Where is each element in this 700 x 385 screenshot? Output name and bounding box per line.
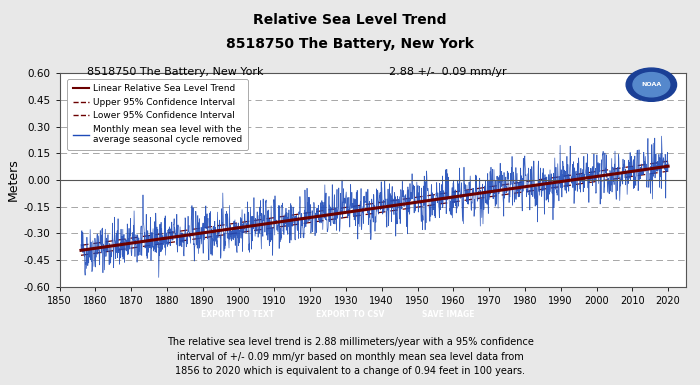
Text: 8518750 The Battery, New York: 8518750 The Battery, New York bbox=[226, 37, 474, 50]
Text: 2.88 +/-  0.09 mm/yr: 2.88 +/- 0.09 mm/yr bbox=[389, 67, 507, 77]
Text: 8518750 The Battery, New York: 8518750 The Battery, New York bbox=[87, 67, 263, 77]
Text: The relative sea level trend is 2.88 millimeters/year with a 95% confidence
inte: The relative sea level trend is 2.88 mil… bbox=[167, 337, 533, 377]
Legend: Linear Relative Sea Level Trend, Upper 95% Confidence Interval, Lower 95% Confid: Linear Relative Sea Level Trend, Upper 9… bbox=[67, 79, 248, 149]
Text: SAVE IMAGE: SAVE IMAGE bbox=[421, 310, 475, 319]
Circle shape bbox=[633, 72, 670, 97]
Circle shape bbox=[626, 68, 677, 101]
Text: NOAA: NOAA bbox=[641, 82, 662, 87]
Text: EXPORT TO TEXT: EXPORT TO TEXT bbox=[202, 310, 274, 319]
Text: Relative Sea Level Trend: Relative Sea Level Trend bbox=[253, 13, 447, 27]
Y-axis label: Meters: Meters bbox=[6, 159, 20, 201]
Text: EXPORT TO CSV: EXPORT TO CSV bbox=[316, 310, 384, 319]
